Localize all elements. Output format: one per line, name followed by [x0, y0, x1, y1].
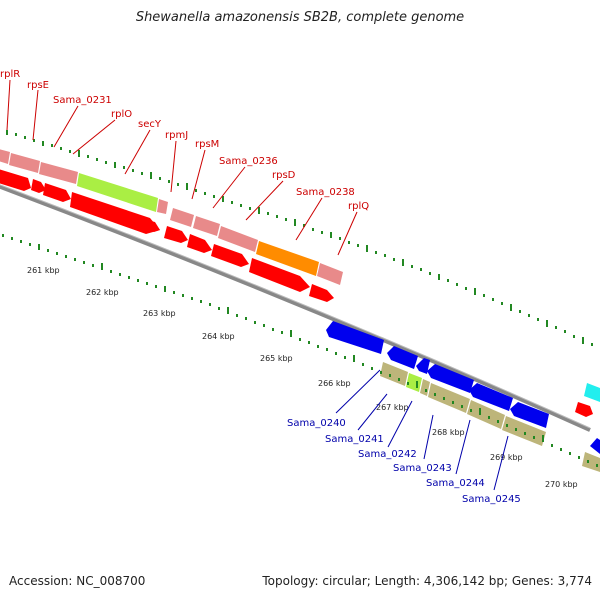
gene-label-secY[interactable]: secY: [138, 119, 162, 130]
genome-backbone: [0, 184, 591, 432]
cds-arrow[interactable]: [309, 284, 334, 302]
cds-arrow[interactable]: [150, 221, 160, 232]
gene-label-sama-0245[interactable]: Sama_0245: [462, 494, 521, 505]
lower-leader-lines: [335, 369, 509, 491]
gene-label-rpsD[interactable]: rpsD: [272, 170, 296, 181]
gene-label-sama-0238[interactable]: Sama_0238: [296, 187, 355, 198]
lower-gene-labels: Sama_0240 Sama_0241 Sama_0242 Sama_0243 …: [287, 418, 521, 505]
cds-arrow[interactable]: [164, 226, 188, 243]
gene-label-sama-0231[interactable]: Sama_0231: [53, 95, 112, 106]
scale-label: 267 kbp: [376, 403, 409, 412]
scale-label: 270 kbp: [545, 480, 578, 489]
cds-arrow[interactable]: [211, 244, 249, 267]
accession-label: Accession: NC_008700: [9, 574, 146, 588]
forward-cds-track: [0, 168, 593, 417]
gene-label-rpmJ[interactable]: rpmJ: [165, 130, 188, 141]
scale-label: 266 kbp: [318, 379, 351, 388]
cds-arrow[interactable]: [249, 258, 310, 292]
cds-arrow[interactable]: [31, 179, 46, 193]
gene-sama-0243[interactable]: [428, 383, 470, 413]
gene-rpsM[interactable]: [193, 216, 220, 236]
upper-tick-row: [6, 130, 593, 346]
cds-arrow[interactable]: [326, 321, 384, 354]
gene-sama-0240[interactable]: [380, 362, 408, 386]
gene-label-sama-0242[interactable]: Sama_0242: [358, 449, 417, 460]
gene-label-sama-0240[interactable]: Sama_0240: [287, 418, 346, 429]
map-title: Shewanella amazonensis SB2B, complete ge…: [135, 10, 465, 25]
gene-sama-0231[interactable]: [39, 162, 78, 184]
gene-rplR[interactable]: [0, 148, 10, 164]
scale-label: 268 kbp: [432, 428, 465, 437]
scale-label: 261 kbp: [27, 266, 60, 275]
scale-label: 262 kbp: [86, 288, 119, 297]
upper-gene-track: [0, 148, 343, 285]
gene-label-sama-0244[interactable]: Sama_0244: [426, 478, 485, 489]
scale-label: 269 kbp: [490, 453, 523, 462]
cds-arrow[interactable]: [387, 346, 418, 369]
gene-label-rpsM[interactable]: rpsM: [195, 139, 219, 150]
gene-secY[interactable]: [157, 199, 168, 214]
scale-labels: 261 kbp 262 kbp 263 kbp 264 kbp 265 kbp …: [27, 266, 578, 489]
cds-arrow[interactable]: [590, 438, 600, 454]
gene-sama-0242[interactable]: [420, 379, 430, 396]
cds-arrow[interactable]: [469, 383, 513, 411]
cds-arrow[interactable]: [575, 402, 593, 417]
cds-arrow[interactable]: [187, 234, 212, 253]
lower-tick-row: [2, 234, 598, 467]
cds-arrow[interactable]: [43, 183, 71, 202]
cds-arrow[interactable]: [427, 364, 474, 393]
gene-label-rplO[interactable]: rplO: [111, 109, 132, 120]
gene-sama-0244[interactable]: [467, 400, 505, 429]
upper-leader-lines: [6, 79, 358, 256]
gene-cyan[interactable]: [584, 383, 600, 402]
gene-label-rplR[interactable]: rplR: [0, 69, 20, 80]
gene-label-sama-0236[interactable]: Sama_0236: [219, 156, 278, 167]
topology-label: Topology: circular; Length: 4,306,142 bp…: [262, 574, 592, 588]
gene-label-sama-0243[interactable]: Sama_0243: [393, 463, 452, 474]
scale-label: 265 kbp: [260, 354, 293, 363]
gene-label-sama-0241[interactable]: Sama_0241: [325, 434, 384, 445]
gene-rpmJ[interactable]: [170, 208, 194, 227]
gene-sama-0236[interactable]: [218, 226, 258, 252]
genome-backbone-highlight: [0, 184, 591, 429]
cds-arrow[interactable]: [416, 358, 430, 374]
gene-label-rpsE[interactable]: rpsE: [27, 80, 49, 91]
gene-khaki-right[interactable]: [582, 452, 600, 472]
scale-label: 264 kbp: [202, 332, 235, 341]
upper-gene-labels: rplR rpsE Sama_0231 rplO secY rpmJ rpsM …: [0, 69, 369, 212]
cds-arrow[interactable]: [70, 192, 160, 234]
scale-label: 263 kbp: [143, 309, 176, 318]
cds-arrow[interactable]: [510, 402, 549, 428]
reverse-cds-track: [326, 321, 600, 454]
gene-rplQ[interactable]: [317, 263, 343, 285]
gene-label-rplQ[interactable]: rplQ: [348, 201, 369, 212]
gene-rpsE[interactable]: [9, 153, 40, 173]
gene-rplO[interactable]: [77, 173, 158, 212]
cds-arrow[interactable]: [0, 168, 31, 191]
gene-rpsD[interactable]: [256, 241, 319, 276]
